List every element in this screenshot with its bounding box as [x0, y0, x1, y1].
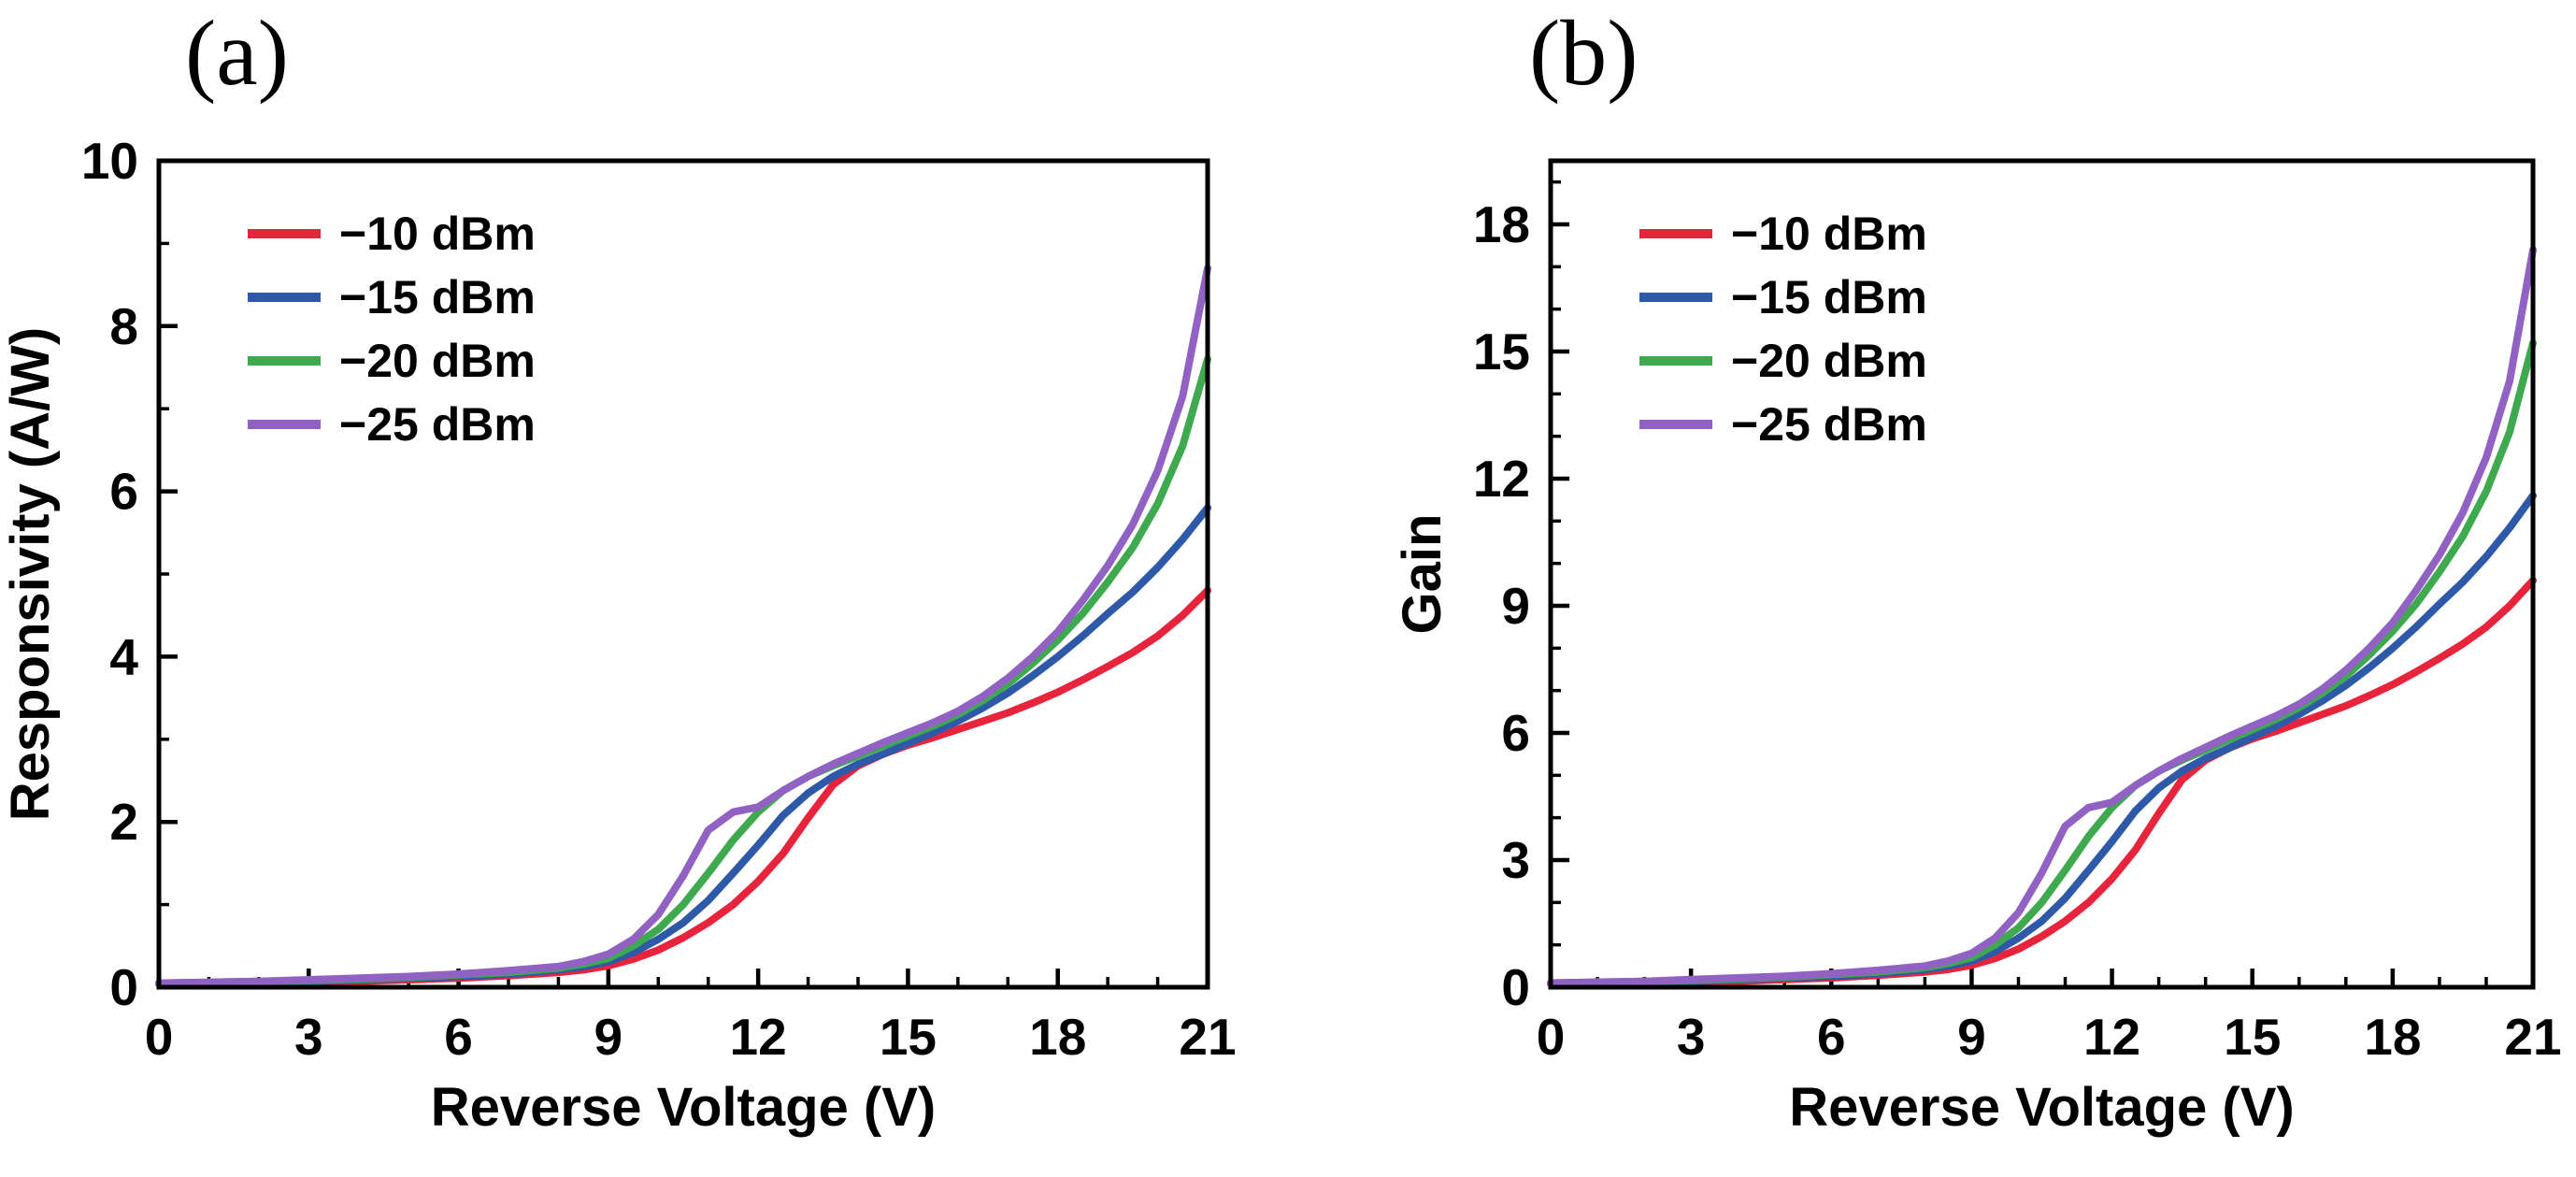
x-tick-label: 15 [880, 1008, 937, 1066]
y-tick-label: 8 [109, 297, 138, 355]
x-tick-label: 15 [2224, 1008, 2281, 1066]
panel-a: (a) 0 3 6 9 12 15 18 21 0 2 4 6 8 10 −10 dBm −15 dBm −20… [0, 1, 1237, 1139]
y-tick-label: 9 [1501, 577, 1530, 635]
x-tick-label: 0 [145, 1008, 174, 1066]
y-tick-label: 18 [1473, 195, 1530, 253]
x-axis-title: Reverse Voltage (V) [431, 1077, 936, 1138]
legend-label: −25 dBm [1731, 398, 1927, 451]
y-tick-label: 3 [1501, 831, 1530, 889]
legend-label: −25 dBm [339, 398, 536, 451]
y-tick-label: 15 [1473, 323, 1530, 380]
x-tick-label: 21 [1179, 1008, 1236, 1066]
x-tick-label: 0 [1537, 1008, 1566, 1066]
chart-a-plot: 0 3 6 9 12 15 18 21 0 2 4 6 8 10 −10 dBm −15 dBm −20 dBm… [0, 132, 1237, 1138]
x-tick-label: 18 [1029, 1008, 1086, 1066]
panel-b: (b) 0 3 6 9 12 15 18 21 0 3 6 9 12 15 18 −10 dBm −15 dBm… [1288, 0, 2576, 1177]
series-line-−20-dBm [1547, 338, 2537, 987]
y-tick-label: 4 [109, 627, 138, 685]
x-tick-label: 9 [1957, 1008, 1986, 1066]
y-tick-label: 0 [1501, 958, 1530, 1016]
y-tick-label: 10 [81, 132, 138, 190]
series-line-−20-dBm [155, 355, 1211, 987]
y-tick-label: 6 [109, 463, 138, 521]
x-tick-label: 12 [730, 1008, 787, 1066]
series-line-−15-dBm [1547, 492, 2537, 987]
x-tick-label: 3 [1677, 1008, 1706, 1066]
plot-frame [156, 158, 1210, 990]
y-axis-title: Responsivity (A/W) [0, 327, 61, 822]
y-axis-title: Gain [1392, 514, 1453, 635]
legend-label: −10 dBm [1731, 208, 1927, 260]
x-tick-label: 6 [444, 1008, 473, 1066]
y-tick-label: 2 [109, 793, 138, 851]
chart-b-plot: 0 3 6 9 12 15 18 21 0 3 6 9 12 15 18 −10 dBm −15 dBm −20 … [1392, 158, 2562, 1138]
y-tick-label: 6 [1501, 704, 1530, 762]
legend-label: −15 dBm [339, 271, 536, 323]
legend-label: −20 dBm [339, 335, 536, 387]
legend-label: −10 dBm [339, 208, 536, 260]
x-tick-label: 21 [2504, 1008, 2561, 1066]
panel-a-label: (a) [185, 1, 289, 105]
legend-label: −20 dBm [1731, 335, 1927, 387]
x-tick-label: 9 [594, 1008, 623, 1066]
panel-b-label: (b) [1529, 1, 1639, 105]
y-tick-label: 0 [109, 958, 138, 1016]
legend-label: −15 dBm [1731, 271, 1927, 323]
x-axis-title: Reverse Voltage (V) [1789, 1077, 2294, 1138]
series-line-−15-dBm [155, 504, 1211, 987]
y-tick-label: 12 [1473, 450, 1530, 508]
x-tick-label: 6 [1817, 1008, 1846, 1066]
plot-frame [1548, 158, 2536, 990]
series-line-−25-dBm [1547, 246, 2537, 987]
series-line-−25-dBm [155, 264, 1211, 987]
x-tick-label: 3 [294, 1008, 323, 1066]
x-tick-label: 18 [2364, 1008, 2421, 1066]
x-tick-label: 12 [2083, 1008, 2140, 1066]
